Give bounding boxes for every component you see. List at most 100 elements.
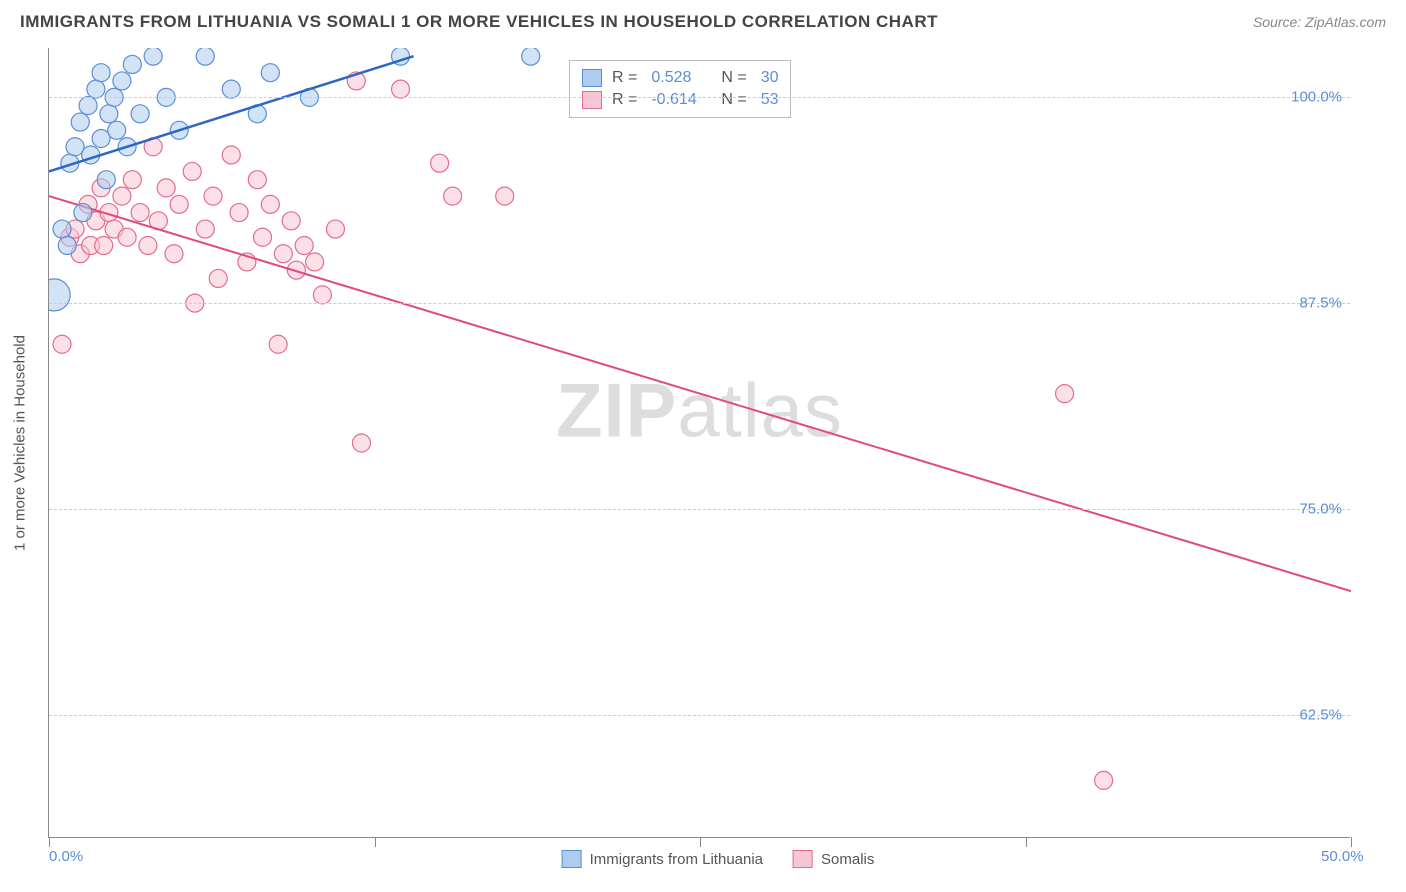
series-a-point [61, 154, 79, 172]
series-a-point [87, 80, 105, 98]
series-b-point [274, 245, 292, 263]
legend-item: Immigrants from Lithuania [562, 850, 763, 868]
scatter-svg [49, 48, 1351, 838]
series-b-trendline [49, 196, 1351, 591]
watermark-bold: ZIP [556, 368, 677, 453]
series-a-point [92, 130, 110, 148]
legend-swatch [582, 69, 602, 87]
series-b-point [295, 237, 313, 255]
series-b-point [204, 187, 222, 205]
series-a-point [170, 121, 188, 139]
series-b-point [87, 212, 105, 230]
series-b-point [165, 245, 183, 263]
series-b-point [66, 220, 84, 238]
series-a-point [58, 237, 76, 255]
series-b-point [496, 187, 514, 205]
series-a-point [222, 80, 240, 98]
series-a-point [118, 138, 136, 156]
x-tick [49, 837, 50, 847]
series-a-point [49, 279, 70, 311]
gridline-y [49, 97, 1350, 98]
series-b-point [61, 228, 79, 246]
x-tick [1351, 837, 1352, 847]
series-b-point [139, 237, 157, 255]
series-b-point [444, 187, 462, 205]
y-tick-label: 75.0% [1299, 500, 1342, 517]
r-label: R = [612, 69, 637, 87]
series-b-point [230, 204, 248, 222]
series-b-point [261, 195, 279, 213]
legend-swatch [562, 850, 582, 868]
stats-legend-row: R = -0.614 N = 53 [582, 89, 778, 111]
n-label: N = [721, 91, 746, 109]
x-tick [375, 837, 376, 847]
series-a-point [108, 121, 126, 139]
series-b-point [352, 434, 370, 452]
series-b-point [248, 171, 266, 189]
series-a-trendline [49, 56, 414, 171]
series-a-point [113, 72, 131, 90]
n-value: 30 [761, 69, 779, 87]
series-a-point [131, 105, 149, 123]
series-a-point [261, 64, 279, 82]
series-b-point [287, 261, 305, 279]
series-b-point [82, 237, 100, 255]
legend-item: Somalis [793, 850, 874, 868]
series-b-point [222, 146, 240, 164]
series-b-point [431, 154, 449, 172]
series-a-point [144, 48, 162, 65]
series-b-point [144, 138, 162, 156]
series-b-point [209, 269, 227, 287]
series-a-point [522, 48, 540, 65]
series-b-point [100, 204, 118, 222]
series-b-point [269, 335, 287, 353]
series-a-point [196, 48, 214, 65]
y-tick-label: 100.0% [1291, 89, 1342, 106]
series-b-point [123, 171, 141, 189]
n-value: 53 [761, 91, 779, 109]
legend-label: Immigrants from Lithuania [590, 851, 763, 868]
source-label: Source: ZipAtlas.com [1253, 14, 1386, 30]
series-a-point [92, 64, 110, 82]
series-b-point [347, 72, 365, 90]
series-b-point [238, 253, 256, 271]
x-tick [1026, 837, 1027, 847]
legend-label: Somalis [821, 851, 874, 868]
series-b-point [1056, 385, 1074, 403]
series-b-point [92, 179, 110, 197]
series-b-point [157, 179, 175, 197]
plot-area: ZIPatlas R = 0.528 N = 30 R = -0.614 N = 53 62.… [48, 48, 1350, 838]
series-a-point [74, 204, 92, 222]
r-value: 0.528 [651, 69, 711, 87]
watermark-rest: atlas [677, 368, 843, 453]
series-b-point [1095, 771, 1113, 789]
r-label: R = [612, 91, 637, 109]
series-a-point [71, 113, 89, 131]
series-a-point [79, 97, 97, 115]
series-b-point [170, 195, 188, 213]
chart-title: IMMIGRANTS FROM LITHUANIA VS SOMALI 1 OR… [20, 12, 938, 32]
legend-swatch [793, 850, 813, 868]
gridline-y [49, 303, 1350, 304]
series-a-point [248, 105, 266, 123]
series-b-point [196, 220, 214, 238]
series-a-point [100, 105, 118, 123]
n-label: N = [721, 69, 746, 87]
series-b-point [392, 80, 410, 98]
x-tick-label: 0.0% [49, 848, 83, 865]
x-tick [700, 837, 701, 847]
r-value: -0.614 [651, 91, 711, 109]
series-b-point [306, 253, 324, 271]
series-b-point [95, 237, 113, 255]
x-tick-label: 50.0% [1321, 848, 1364, 865]
series-b-point [113, 187, 131, 205]
chart-container: 1 or more Vehicles in Household ZIPatlas… [48, 48, 1388, 838]
series-b-point [71, 245, 89, 263]
series-b-point [79, 195, 97, 213]
y-tick-label: 62.5% [1299, 706, 1342, 723]
gridline-y [49, 715, 1350, 716]
series-b-point [313, 286, 331, 304]
series-a-point [66, 138, 84, 156]
y-axis-title: 1 or more Vehicles in Household [12, 335, 29, 551]
series-legend: Immigrants from Lithuania Somalis [562, 850, 875, 868]
